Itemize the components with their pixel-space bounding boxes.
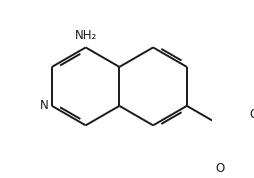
Text: NH₂: NH₂ xyxy=(74,29,97,42)
Text: O: O xyxy=(249,108,254,121)
Text: N: N xyxy=(40,99,49,112)
Text: O: O xyxy=(215,162,225,175)
